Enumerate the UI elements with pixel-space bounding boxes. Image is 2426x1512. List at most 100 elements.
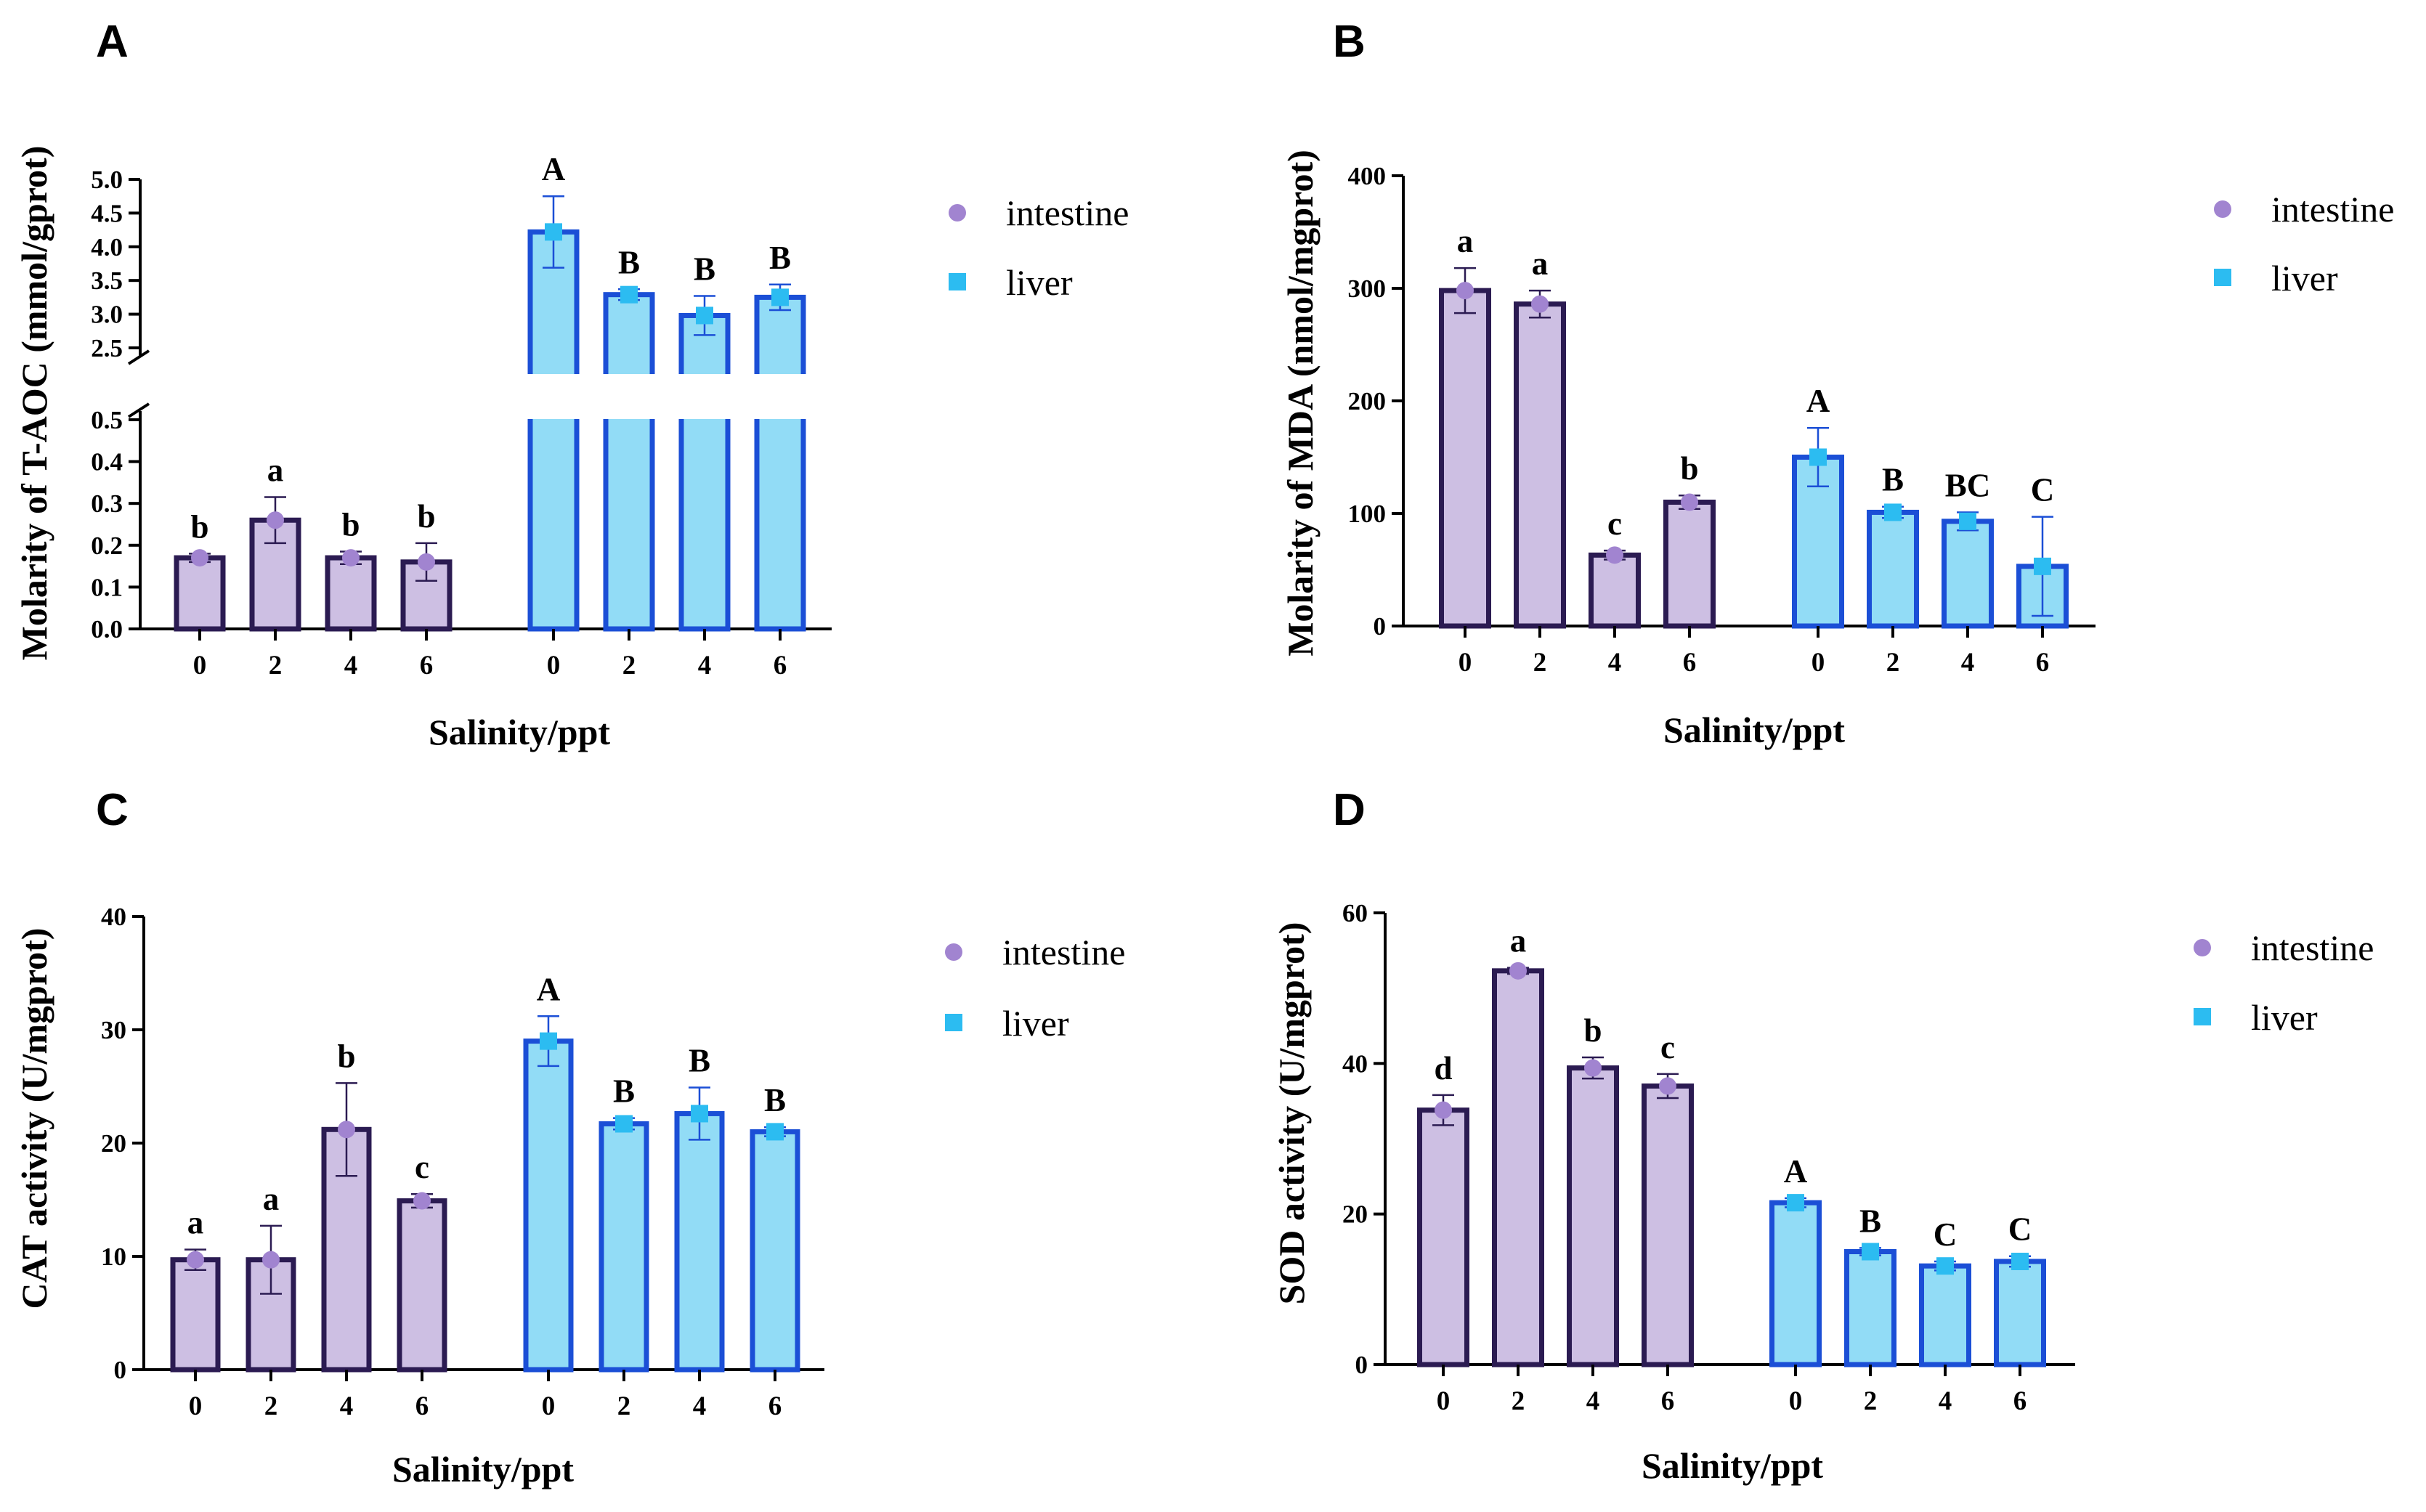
mean-marker-intestine-6-b	[1681, 493, 1698, 511]
y-tick-label-upper-a: 4.5	[91, 199, 123, 227]
significance-letter-intestine-0-c: a	[187, 1205, 204, 1241]
mean-marker-liver-2-b	[1884, 503, 1902, 521]
bar-liver-0-d	[1769, 1200, 1822, 1367]
significance-letter-liver-2-c: B	[613, 1073, 635, 1110]
significance-letter-intestine-4-b: c	[1607, 505, 1622, 542]
significance-letter-intestine-4-c: b	[337, 1038, 355, 1074]
panel-letter-a: A	[96, 17, 129, 67]
x-tick-label-intestine-2-c: 2	[264, 1391, 278, 1421]
legend-marker-liver-c	[945, 1014, 962, 1031]
significance-letter-liver-6-a: B	[769, 240, 791, 276]
y-tick-label-upper-a: 4.0	[91, 233, 123, 261]
significance-letter-intestine-6-b: b	[1680, 450, 1698, 487]
y-tick-label-c: 10	[101, 1243, 126, 1271]
bar-liver-4-a	[678, 312, 731, 632]
significance-letter-intestine-2-c: a	[263, 1181, 280, 1217]
legend-a: intestine liver	[949, 192, 1129, 303]
y-tick-label-c: 40	[101, 903, 126, 931]
x-tick-label-intestine-4-c: 4	[340, 1391, 354, 1421]
panel-b-chart: Molarity of MDA (nmol/mgprot) Salinity/p…	[1280, 150, 2394, 750]
bar-intestine-6-b	[1663, 500, 1716, 629]
significance-letter-intestine-0-b: a	[1457, 223, 1474, 259]
bar-intestine-4-b	[1589, 552, 1641, 629]
axis-break-mark-upper-a	[127, 349, 150, 365]
bar-intestine-0-c	[170, 1257, 221, 1373]
significance-letter-liver-6-b: C	[2031, 472, 2055, 508]
bar-liver-0-a	[527, 229, 580, 632]
significance-letter-intestine-4-a: b	[341, 506, 360, 542]
y-axis-title-b: Molarity of MDA (nmol/mgprot)	[1280, 150, 1320, 657]
x-axis-title-c: Salinity/ppt	[392, 1449, 574, 1489]
mean-marker-intestine-0-c	[187, 1251, 204, 1269]
significance-letter-liver-4-b: BC	[1945, 467, 1991, 503]
x-tick-label-liver-4-d: 4	[1939, 1386, 1952, 1416]
mean-marker-liver-6-b	[2034, 557, 2051, 575]
y-axis-title-d: SOD activity (U/mgprot)	[1271, 922, 1312, 1305]
bar-liver-6-c	[750, 1129, 800, 1373]
bar-liver-2-b	[1867, 509, 1919, 629]
significance-letter-intestine-4-d: b	[1583, 1012, 1602, 1049]
y-tick-label-b: 0	[1374, 612, 1387, 641]
bar-intestine-6-c	[397, 1198, 447, 1373]
y-tick-label-lower-a: 0.2	[91, 532, 123, 560]
legend-label-liver-c: liver	[1002, 1003, 1069, 1044]
x-axis-title-b: Salinity/ppt	[1663, 710, 1845, 750]
y-axis-title-a: Molarity of T-AOC (mmol/gprot)	[14, 146, 54, 661]
significance-letter-liver-0-b: A	[1806, 383, 1830, 419]
x-axis-title-a: Salinity/ppt	[429, 712, 610, 752]
mean-marker-liver-4-d	[1936, 1257, 1954, 1275]
x-tick-label-intestine-4-a: 4	[344, 651, 358, 680]
legend-b: intestine liver	[2214, 189, 2394, 298]
y-tick-label-b: 200	[1348, 387, 1387, 415]
legend-label-intestine-a: intestine	[1006, 192, 1129, 233]
legend-marker-intestine-c	[945, 943, 962, 961]
y-tick-label-b: 100	[1348, 500, 1387, 528]
y-tick-label-upper-a: 5.0	[91, 166, 123, 194]
x-tick-label-liver-6-a: 6	[774, 651, 787, 680]
bar-liver-6-d	[1994, 1259, 2046, 1367]
bar-intestine-0-a	[174, 555, 226, 632]
panel-letter-c: C	[96, 785, 129, 835]
legend-marker-liver-d	[2194, 1008, 2211, 1025]
significance-letter-intestine-0-a: b	[190, 508, 208, 545]
significance-letter-liver-0-a: A	[542, 151, 566, 187]
mean-marker-intestine-6-a	[418, 553, 435, 571]
significance-letter-liver-0-c: A	[537, 971, 561, 1007]
x-tick-label-intestine-2-d: 2	[1512, 1386, 1525, 1416]
x-tick-label-intestine-0-c: 0	[189, 1391, 203, 1421]
mean-marker-intestine-2-a	[267, 511, 284, 529]
bar-intestine-2-b	[1514, 301, 1566, 629]
significance-letter-liver-6-d: C	[2008, 1211, 2032, 1248]
mean-marker-intestine-2-d	[1509, 962, 1527, 980]
bar-intestine-2-d	[1492, 968, 1544, 1367]
legend-label-liver-b: liver	[2271, 258, 2338, 298]
significance-letter-intestine-6-d: c	[1660, 1029, 1675, 1065]
x-tick-label-intestine-4-b: 4	[1608, 648, 1622, 678]
significance-letter-intestine-6-a: b	[417, 498, 435, 535]
mean-marker-intestine-2-b	[1531, 295, 1549, 313]
x-tick-label-liver-4-b: 4	[1961, 648, 1975, 678]
legend-c: intestine liver	[945, 932, 1125, 1044]
mean-marker-liver-0-c	[540, 1032, 557, 1050]
significance-letter-liver-2-a: B	[618, 244, 640, 280]
x-tick-label-intestine-0-a: 0	[193, 651, 207, 680]
x-tick-label-intestine-6-b: 6	[1683, 648, 1697, 678]
y-tick-label-d: 40	[1342, 1049, 1368, 1078]
x-tick-label-intestine-6-d: 6	[1661, 1386, 1675, 1416]
mean-marker-intestine-4-c	[338, 1121, 355, 1139]
mean-marker-liver-2-a	[620, 285, 638, 304]
bar-liver-2-a	[603, 292, 655, 632]
legend-label-liver-a: liver	[1006, 262, 1073, 303]
significance-letter-liver-0-d: A	[1784, 1153, 1808, 1190]
mean-marker-liver-0-d	[1787, 1194, 1804, 1212]
mean-marker-liver-6-c	[766, 1123, 784, 1141]
x-tick-label-liver-0-b: 0	[1812, 648, 1825, 678]
mean-marker-intestine-6-d	[1659, 1077, 1676, 1095]
x-tick-label-liver-0-d: 0	[1789, 1386, 1803, 1416]
significance-letter-liver-4-d: C	[1934, 1216, 1958, 1253]
y-axis-title-c: CAT activity (U/mgprot)	[14, 928, 54, 1309]
y-tick-label-c: 30	[101, 1016, 126, 1044]
x-tick-label-intestine-6-c: 6	[415, 1391, 429, 1421]
mean-marker-liver-4-a	[696, 306, 713, 325]
bar-intestine-4-a	[325, 555, 377, 632]
